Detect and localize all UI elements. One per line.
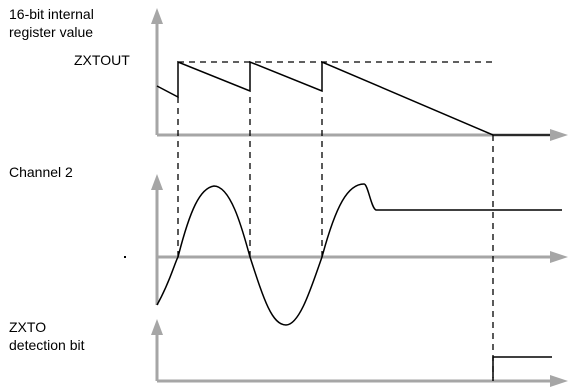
- axes: [151, 8, 568, 387]
- zxto-label-line2: detection bit: [9, 337, 85, 353]
- zxto-detection-bit-waveform: [492, 356, 552, 381]
- zxtout-label: ZXTOUT: [74, 52, 130, 68]
- channel2-y-arrow-icon: [151, 174, 163, 190]
- dashed-guides: [177, 61, 495, 378]
- zxto-label-line1: ZXTO: [9, 319, 47, 335]
- register-sawtooth-waveform: [156, 60, 550, 136]
- zxto-x-arrow-icon: [550, 375, 568, 387]
- channel2-label: Channel 2: [9, 164, 73, 180]
- zxto-y-arrow-icon: [151, 319, 163, 335]
- stray-mark: [124, 256, 126, 258]
- register-x-arrow-icon: [550, 129, 568, 141]
- register-title-line1: 16-bit internal: [9, 6, 94, 22]
- register-title-line2: register value: [9, 24, 94, 40]
- channel2-x-arrow-icon: [550, 251, 568, 263]
- register-y-arrow-icon: [151, 8, 163, 24]
- channel2-signal-waveform: [156, 183, 562, 326]
